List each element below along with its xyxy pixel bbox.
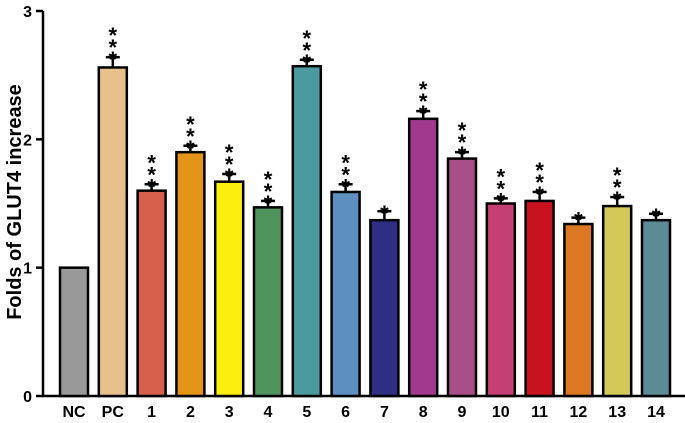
- significance-star-3: *: [225, 164, 234, 189]
- bar-6: [330, 190, 361, 398]
- significance-star-PC: *: [109, 23, 118, 48]
- bar-13: [601, 204, 633, 398]
- significance-star-6: *: [341, 150, 350, 175]
- bar-PC: [97, 66, 129, 398]
- significance-star-4: *: [264, 167, 273, 192]
- significance-star-4: *: [264, 179, 273, 204]
- category-label-NC: NC: [62, 404, 86, 421]
- significance-star-9: *: [458, 130, 467, 155]
- significance-star-14: *: [652, 204, 661, 229]
- category-label-9: 9: [458, 404, 467, 421]
- bar-11: [524, 199, 555, 398]
- category-label-6: 6: [341, 404, 350, 421]
- significance-marks: ***************************************: [109, 23, 661, 232]
- category-label-1: 1: [147, 404, 156, 421]
- significance-star-2: *: [186, 124, 195, 149]
- bar-8: [407, 117, 439, 398]
- category-label-14: 14: [647, 404, 665, 421]
- significance-star-PC: *: [109, 47, 118, 72]
- significance-star-9: *: [458, 142, 467, 167]
- significance-star-6: *: [341, 174, 350, 199]
- category-label-10: 10: [492, 404, 510, 421]
- category-label-PC: PC: [102, 404, 125, 421]
- significance-star-12: *: [574, 208, 583, 233]
- category-labels: NC PC 1 2 3 4 5 6 7 8 9 10 11 12 13 14: [62, 404, 665, 421]
- significance-star-13: *: [613, 163, 622, 188]
- bar-4: [252, 206, 284, 398]
- significance-star-5: *: [303, 50, 312, 75]
- category-label-7: 7: [380, 404, 389, 421]
- bar-NC: [58, 266, 90, 398]
- significance-star-10: *: [497, 164, 506, 189]
- significance-star-10: *: [497, 188, 506, 213]
- y-axis-title: Folds of GLUT4 increase: [4, 84, 26, 320]
- category-label-4: 4: [264, 404, 273, 421]
- bar-10: [485, 202, 517, 398]
- y-ticks: 0 1 2 3: [23, 4, 43, 406]
- category-label-12: 12: [570, 404, 588, 421]
- significance-star-1: *: [147, 174, 156, 199]
- significance-star-3: *: [225, 140, 234, 165]
- significance-star-13: *: [613, 175, 622, 200]
- significance-star-11: *: [535, 170, 544, 195]
- significance-star-2: *: [186, 136, 195, 161]
- y-tick-label: 0: [23, 389, 32, 406]
- significance-star-6: *: [341, 162, 350, 187]
- significance-star-PC: *: [109, 35, 118, 60]
- bar-1: [136, 189, 167, 398]
- significance-star-10: *: [497, 176, 506, 201]
- significance-star-11: *: [535, 182, 544, 207]
- category-label-3: 3: [225, 404, 234, 421]
- bars: [58, 64, 672, 398]
- significance-star-9: *: [458, 118, 467, 143]
- significance-star-8: *: [419, 101, 428, 126]
- category-label-2: 2: [186, 404, 195, 421]
- significance-star-5: *: [303, 38, 312, 63]
- category-label-5: 5: [302, 404, 311, 421]
- category-label-8: 8: [419, 404, 428, 421]
- y-tick-label: 3: [23, 4, 32, 21]
- bar-7: [369, 218, 400, 398]
- significance-star-1: *: [147, 162, 156, 187]
- error-bars: [105, 55, 663, 225]
- significance-star-4: *: [264, 191, 273, 216]
- bar-5: [291, 64, 323, 398]
- y-tick-label: 1: [23, 261, 32, 278]
- significance-star-8: *: [419, 77, 428, 102]
- bar-12: [563, 222, 594, 398]
- bar-2: [175, 150, 206, 398]
- y-tick-label: 2: [23, 132, 32, 149]
- bar-3: [213, 180, 245, 398]
- bar-9: [446, 157, 478, 398]
- significance-star-8: *: [419, 89, 428, 114]
- significance-star-7: *: [380, 201, 389, 226]
- bar-14: [640, 218, 672, 398]
- category-label-13: 13: [608, 404, 626, 421]
- significance-star-13: *: [613, 187, 622, 212]
- significance-star-3: *: [225, 152, 234, 177]
- significance-star-11: *: [535, 158, 544, 183]
- category-label-11: 11: [531, 404, 548, 421]
- significance-star-5: *: [303, 26, 312, 51]
- significance-star-1: *: [147, 150, 156, 175]
- significance-star-2: *: [186, 112, 195, 137]
